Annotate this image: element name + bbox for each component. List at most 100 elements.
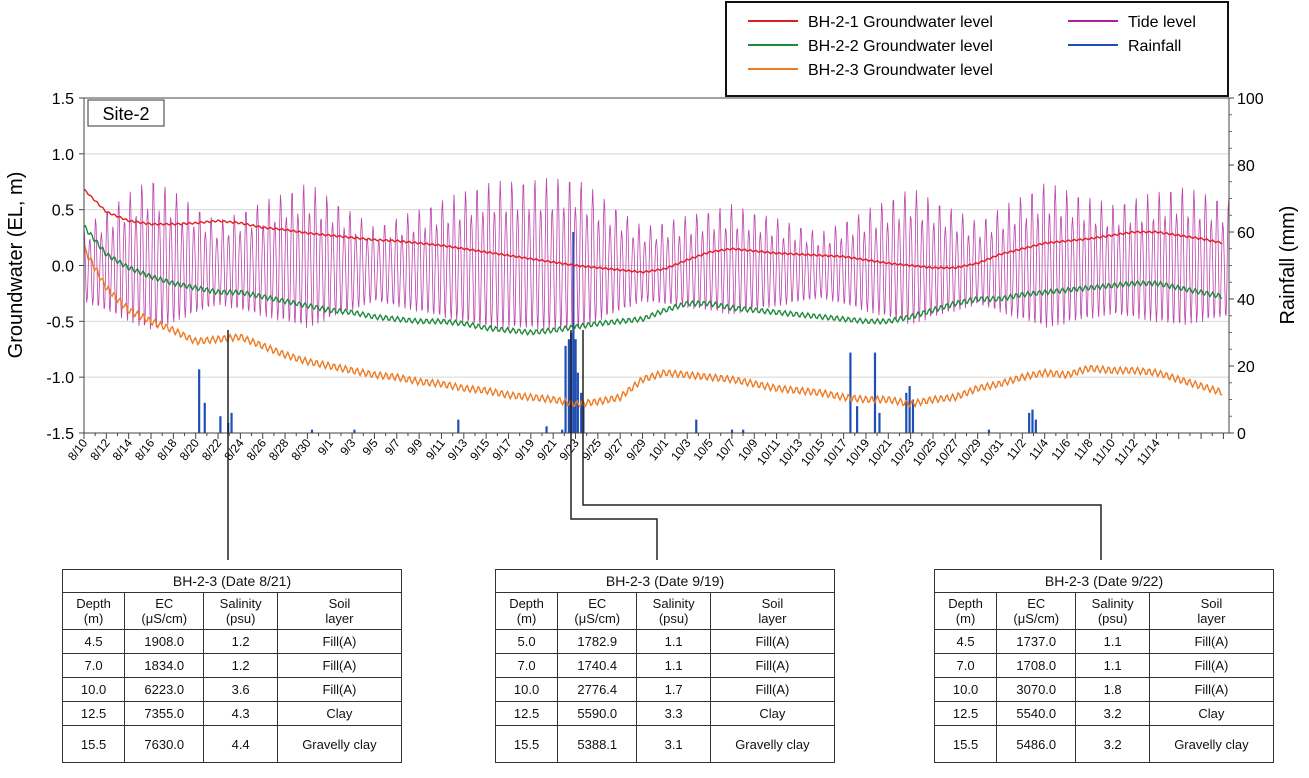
x-tick-label: 8/28 — [266, 436, 292, 463]
y-left-tick-label: 0.0 — [52, 259, 74, 276]
x-tick-label: 8/12 — [87, 436, 113, 463]
bh-2-2-groundwater-level-line — [83, 224, 1223, 336]
table-row: 7.0 1740.4 1.1 Fill(A) — [494, 653, 836, 678]
rainfall-bar — [564, 345, 567, 433]
x-tick-label: 9/23 — [556, 436, 582, 463]
header-soil: Soil layer — [709, 592, 836, 630]
axes: 1.51.00.50.0-0.5-1.0-1.51008060402008/10… — [46, 91, 1263, 469]
x-tick-label: 10/19 — [843, 436, 873, 469]
table-title: BH-2-3 (Date 8/21) — [62, 569, 402, 593]
x-tick-label: 9/17 — [489, 436, 515, 463]
x-tick-label: 10/5 — [691, 436, 717, 463]
right-axis-label: Rainfall (mm) — [1277, 206, 1299, 325]
rainfall-bar — [574, 339, 577, 433]
x-tick-label: 11/10 — [1089, 436, 1118, 468]
rainfall-bar — [561, 429, 564, 433]
table-title: BH-2-3 (Date 9/22) — [934, 569, 1274, 593]
x-tick-label: 10/13 — [776, 436, 806, 469]
callout-line — [570, 330, 658, 560]
tide-level-line — [83, 177, 1230, 331]
y-right-tick-label: 40 — [1237, 292, 1255, 309]
rainfall-bar — [567, 339, 571, 433]
rainfall-bar — [730, 429, 734, 433]
bh-2-3-groundwater-level-line — [83, 246, 1223, 409]
rainfall-bar — [230, 412, 233, 433]
x-tick-label: 10/25 — [910, 436, 940, 469]
header-ec: EC (μS/cm) — [996, 592, 1077, 630]
legend-label: Rainfall — [1128, 38, 1181, 55]
left-axis-label: Groundwater (EL, m) — [5, 172, 27, 359]
rainfall-bar — [911, 399, 915, 433]
table-row: 10.0 6223.0 3.6 Fill(A) — [61, 677, 403, 702]
header-ec: EC (μS/cm) — [557, 592, 638, 630]
rainfall-bar — [856, 406, 859, 433]
x-tick-label: 9/7 — [382, 436, 404, 458]
y-right-tick-label: 100 — [1237, 91, 1264, 108]
rainfall-bar — [878, 412, 881, 433]
header-salinity: Salinity (psu) — [203, 592, 278, 630]
groundwater-chart: 1.51.00.50.0-0.5-1.0-1.51008060402008/10… — [5, 1, 1299, 560]
rainfall-bar — [908, 386, 911, 433]
x-tick-label: 8/20 — [177, 436, 203, 463]
table-row: 15.5 7630.0 4.4 Gravelly clay — [61, 725, 403, 763]
legend-label: Tide level — [1128, 14, 1196, 31]
x-tick-label: 10/17 — [820, 436, 850, 469]
legend: BH-2-1 Groundwater level BH-2-2 Groundwat… — [725, 1, 1229, 97]
legend-label: BH-2-1 Groundwater level — [808, 14, 993, 31]
rainfall-bar — [353, 429, 356, 433]
x-tick-label: 8/18 — [154, 436, 180, 463]
table-row: 4.5 1908.0 1.2 Fill(A) — [61, 629, 403, 654]
gridlines — [84, 153, 1229, 378]
x-tick-label: 8/26 — [244, 436, 270, 463]
y-right-tick-label: 60 — [1237, 225, 1255, 242]
x-tick-label: 11/12 — [1111, 436, 1140, 468]
x-tick-label: 9/27 — [601, 436, 627, 463]
x-tick-label: 10/27 — [932, 436, 962, 469]
y-right-tick-label: 20 — [1237, 359, 1255, 376]
site-label: Site-2 — [102, 104, 149, 124]
y-left-tick-label: 1.5 — [52, 91, 74, 108]
rainfall-bar — [695, 419, 698, 433]
table-row: 15.5 5486.0 3.2 Gravelly clay — [933, 725, 1275, 763]
legend-label: BH-2-2 Groundwater level — [808, 38, 993, 55]
table-row: 12.5 7355.0 4.3 Clay — [61, 701, 403, 726]
table-row: 12.5 5590.0 3.3 Clay — [494, 701, 836, 726]
x-tick-label: 9/15 — [467, 436, 493, 463]
header-salinity: Salinity (psu) — [636, 592, 711, 630]
table-row: 4.5 1737.0 1.1 Fill(A) — [933, 629, 1275, 654]
x-tick-label: 8/14 — [110, 436, 136, 463]
y-right-tick-label: 0 — [1237, 426, 1246, 443]
x-tick-label: 11/14 — [1134, 436, 1163, 468]
x-tick-label: 11/6 — [1049, 436, 1074, 463]
y-left-tick-label: 0.5 — [52, 203, 74, 220]
x-tick-label: 9/21 — [534, 436, 560, 463]
x-tick-label: 10/7 — [713, 436, 739, 463]
site-label-box: Site-2 — [87, 99, 165, 127]
table-row: 10.0 2776.4 1.7 Fill(A) — [494, 677, 836, 702]
rainfall-bar — [545, 426, 548, 433]
table-row: 7.0 1834.0 1.2 Fill(A) — [61, 653, 403, 678]
x-tick-label: 11/2 — [1004, 436, 1029, 463]
x-tick-label: 9/1 — [315, 436, 337, 458]
x-tick-label: 10/29 — [955, 436, 985, 469]
header-ec: EC (μS/cm) — [124, 592, 205, 630]
rainfall-bar — [457, 419, 460, 433]
rainfall-bar — [219, 416, 222, 433]
table-row: 5.0 1782.9 1.1 Fill(A) — [494, 629, 836, 654]
x-tick-label: 9/19 — [512, 436, 538, 463]
rainfall-bar — [987, 429, 991, 433]
x-tick-label: 8/22 — [199, 436, 225, 463]
rainfall-bar — [203, 402, 206, 433]
rainfall-bar — [198, 369, 201, 433]
rainfall-bar — [873, 352, 877, 433]
y-left-tick-label: -1.0 — [46, 370, 74, 387]
rainfall-bar — [1028, 412, 1031, 433]
data-table-8-21: BH-2-3 (Date 8/21) Depth (m) EC (μS/cm) Sa… — [61, 569, 403, 763]
x-tick-label: 10/23 — [887, 436, 917, 469]
header-soil: Soil layer — [1148, 592, 1275, 630]
y-left-tick-label: 1.0 — [52, 147, 74, 164]
rainfall-bar — [1034, 419, 1037, 433]
table-row: 15.5 5388.1 3.1 Gravelly clay — [494, 725, 836, 763]
x-tick-label: 9/5 — [359, 436, 381, 458]
x-tick-label: 10/1 — [646, 436, 672, 463]
